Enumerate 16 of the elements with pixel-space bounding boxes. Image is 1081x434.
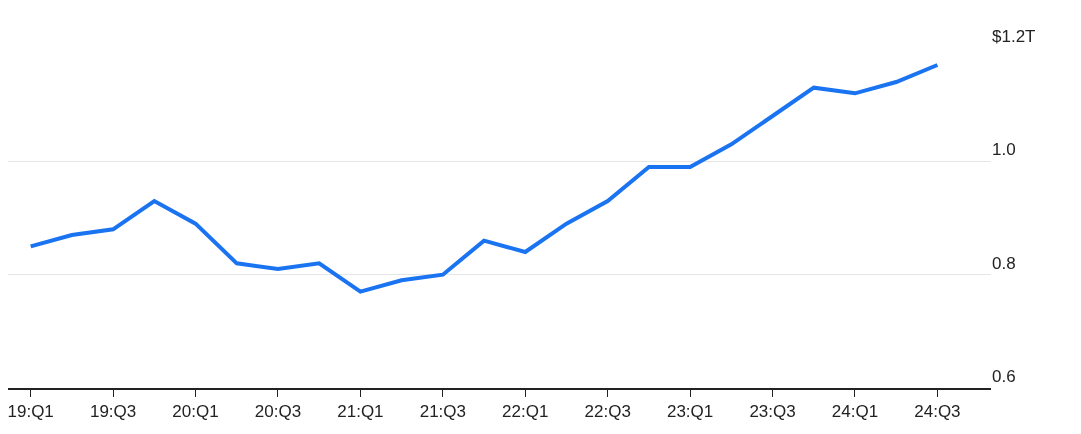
x-tick-label: 23:Q1 [666, 401, 714, 421]
x-tick-label: 20:Q3 [254, 401, 302, 421]
y-tick-label: $1.2T [992, 27, 1036, 47]
x-tick-label: 24:Q1 [831, 401, 879, 421]
x-tick-label: 23:Q3 [749, 401, 796, 421]
x-tick-label: 21:Q3 [419, 401, 466, 421]
x-tick-label: 20:Q1 [172, 401, 219, 421]
x-tick-label: 21:Q1 [337, 401, 384, 421]
y-tick-label: 0.8 [992, 253, 1016, 273]
y-tick-label: 1.0 [992, 140, 1016, 160]
x-tick-label: 19:Q3 [89, 401, 137, 421]
x-tick-label: 24:Q3 [914, 401, 961, 421]
x-tick-label: 22:Q3 [584, 401, 631, 421]
y-tick-label: 0.6 [992, 367, 1016, 387]
x-tick-label: 22:Q1 [502, 401, 549, 421]
x-tick-label: 19:Q1 [7, 401, 54, 421]
